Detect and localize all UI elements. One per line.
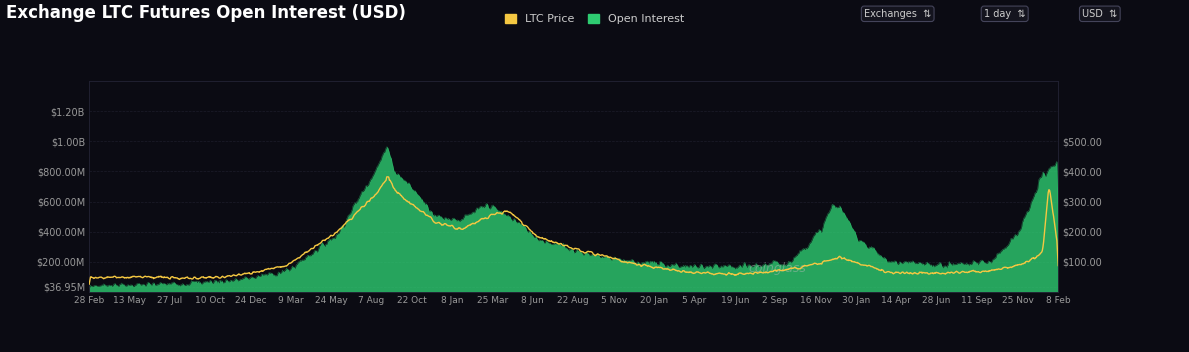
Text: Exchange LTC Futures Open Interest (USD): Exchange LTC Futures Open Interest (USD)	[6, 4, 405, 21]
Legend: LTC Price, Open Interest: LTC Price, Open Interest	[501, 9, 688, 29]
Text: 1 day  ⇅: 1 day ⇅	[984, 9, 1025, 19]
Text: USD  ⇅: USD ⇅	[1082, 9, 1118, 19]
Text: Exchanges  ⇅: Exchanges ⇅	[864, 9, 931, 19]
Text: coinglass: coinglass	[748, 263, 806, 275]
